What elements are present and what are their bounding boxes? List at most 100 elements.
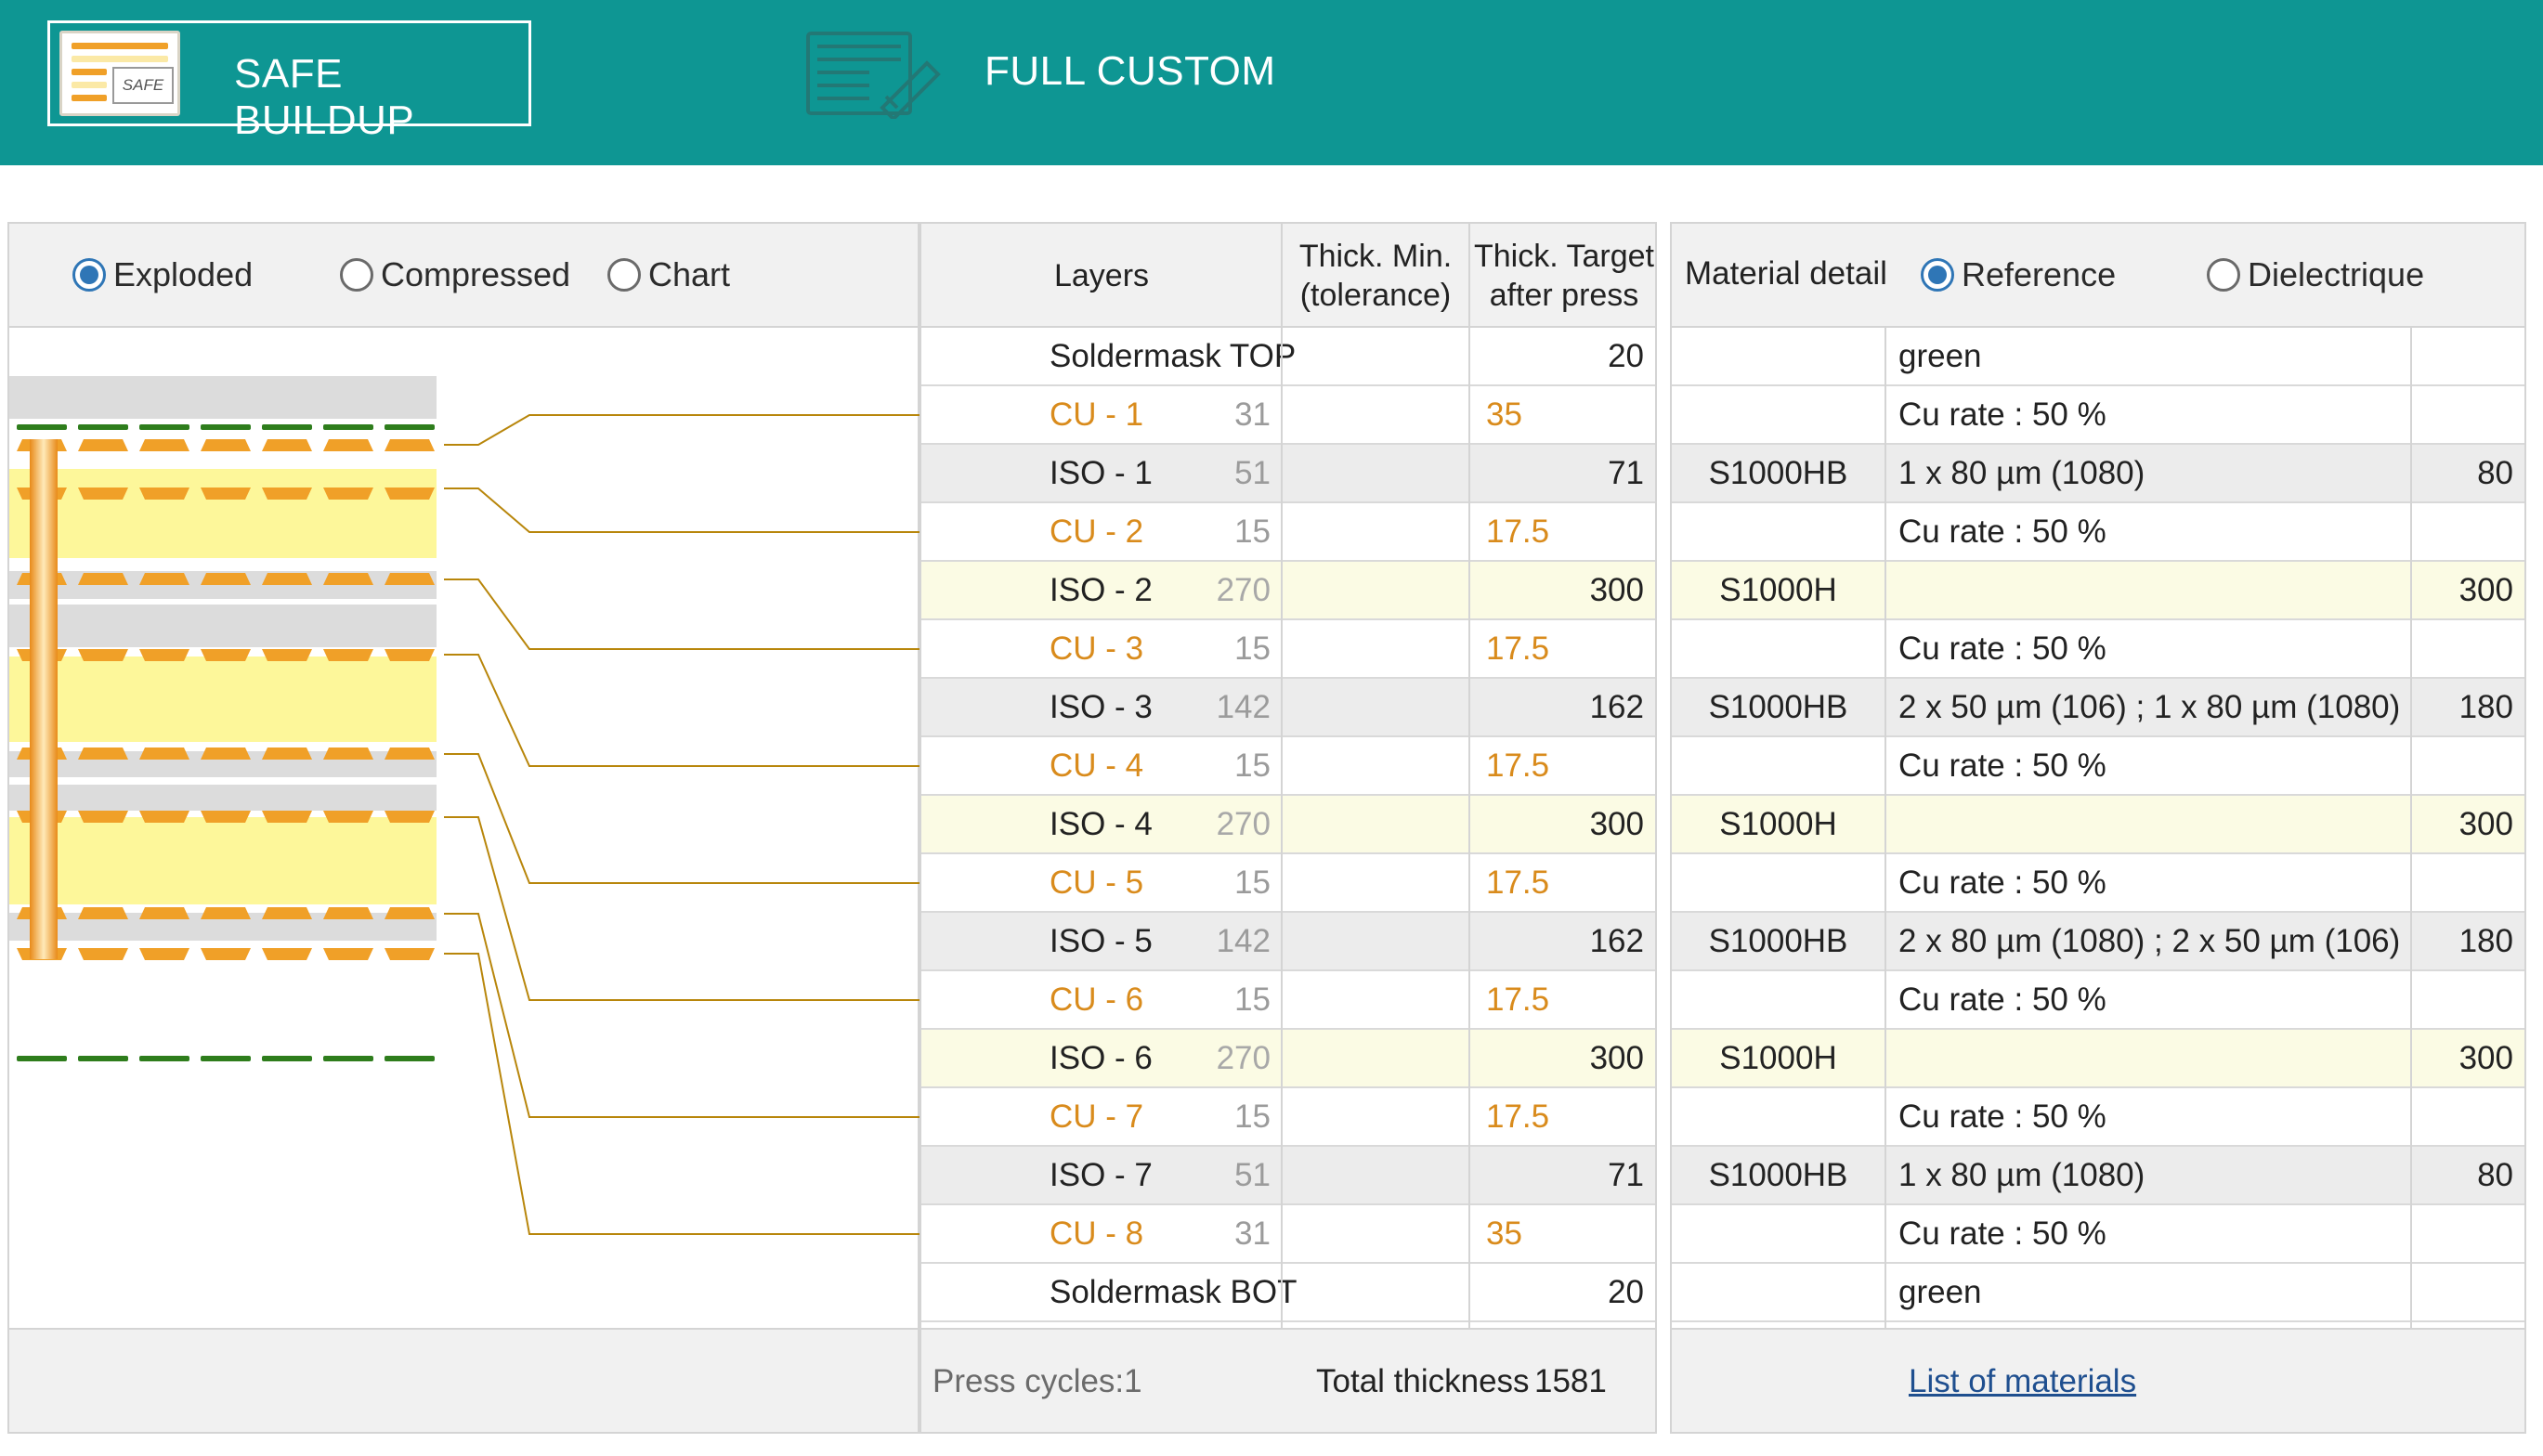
- layer-row[interactable]: CU - 5 15 17.5: [921, 854, 1655, 913]
- copper-pad: [385, 811, 435, 823]
- view-options-bar: Exploded Compressed Chart: [9, 224, 918, 328]
- material-row[interactable]: S1000HB 2 x 80 µm (1080) ; 2 x 50 µm (106…: [1672, 913, 2524, 971]
- material-reference: [1672, 620, 1884, 677]
- layer-thick-target: 17.5: [1486, 630, 1550, 667]
- radio-dielectrique-indicator[interactable]: [2207, 258, 2240, 292]
- material-row[interactable]: S1000H 300: [1672, 562, 2524, 620]
- material-row[interactable]: green: [1672, 328, 2524, 386]
- layer-row[interactable]: Soldermask TOP 20: [921, 328, 1655, 386]
- prepreg-band: [9, 604, 437, 647]
- material-row[interactable]: S1000H 300: [1672, 1030, 2524, 1088]
- copper-pad: [323, 439, 373, 451]
- layer-row[interactable]: CU - 3 15 17.5: [921, 620, 1655, 679]
- radio-exploded-label: Exploded: [113, 255, 254, 293]
- layers-table-panel: Layers Thick. Min. (tolerance) Thick. Ta…: [919, 222, 1657, 1434]
- soldermask-pad: [78, 1056, 128, 1061]
- radio-exploded-indicator[interactable]: [72, 258, 106, 292]
- copper-pad: [262, 948, 312, 960]
- layer-row[interactable]: Soldermask BOT 20: [921, 1264, 1655, 1322]
- copper-pad: [201, 948, 251, 960]
- material-row[interactable]: Cu rate : 50 %: [1672, 1088, 2524, 1147]
- copper-pad: [323, 488, 373, 500]
- material-thickness: 80: [2477, 455, 2513, 491]
- copper-pad: [139, 907, 189, 919]
- radio-reference[interactable]: Reference: [1921, 255, 2116, 294]
- layer-leader-line: [444, 913, 919, 1118]
- material-thickness: 300: [2458, 1040, 2513, 1076]
- material-reference: S1000HB: [1708, 689, 1848, 725]
- copper-pad: [323, 649, 373, 661]
- layer-row[interactable]: CU - 8 31 35: [921, 1205, 1655, 1264]
- layer-row[interactable]: ISO - 3 142 162: [921, 679, 1655, 737]
- layer-row[interactable]: CU - 7 15 17.5: [921, 1088, 1655, 1147]
- col-divider: [1468, 224, 1470, 1331]
- copper-pad: [323, 811, 373, 823]
- layer-row[interactable]: CU - 2 15 17.5: [921, 503, 1655, 562]
- copper-pad: [262, 907, 312, 919]
- soldermask-pad: [139, 1056, 189, 1061]
- material-row[interactable]: Cu rate : 50 %: [1672, 386, 2524, 445]
- radio-reference-indicator[interactable]: [1921, 258, 1954, 292]
- material-detail-header: Material detail Reference Dielectrique: [1672, 224, 2524, 328]
- layer-thick-target: 35: [1486, 1216, 1522, 1252]
- copper-pad: [201, 573, 251, 585]
- material-row[interactable]: Cu rate : 50 %: [1672, 1205, 2524, 1264]
- layer-row[interactable]: ISO - 2 270 300: [921, 562, 1655, 620]
- copper-pad: [78, 748, 128, 760]
- layer-row[interactable]: ISO - 4 270 300: [921, 796, 1655, 854]
- material-reference: S1000HB: [1708, 1157, 1848, 1193]
- material-detail: Cu rate : 50 %: [1898, 630, 2106, 667]
- copper-pad: [201, 488, 251, 500]
- layer-row[interactable]: ISO - 5 142 162: [921, 913, 1655, 971]
- radio-dielectrique[interactable]: Dielectrique: [2207, 255, 2424, 294]
- material-reference: [1672, 971, 1884, 1028]
- layer-name: ISO - 7: [1050, 1157, 1153, 1193]
- material-reference: S1000H: [1719, 1040, 1837, 1076]
- material-row[interactable]: Cu rate : 50 %: [1672, 971, 2524, 1030]
- col-layers-header: Layers: [1053, 258, 1150, 293]
- radio-compressed-indicator[interactable]: [340, 258, 373, 292]
- material-row[interactable]: Cu rate : 50 %: [1672, 620, 2524, 679]
- layer-thick-target: 17.5: [1486, 1098, 1550, 1135]
- material-row[interactable]: S1000H 300: [1672, 796, 2524, 854]
- copper-pad: [262, 573, 312, 585]
- tab-full-custom[interactable]: FULL CUSTOM: [804, 20, 1287, 126]
- radio-compressed[interactable]: Compressed: [340, 255, 570, 294]
- layer-row[interactable]: CU - 1 31 35: [921, 386, 1655, 445]
- safe-icon-text: SAFE: [112, 67, 174, 104]
- copper-pad: [78, 948, 128, 960]
- material-row[interactable]: S1000HB 2 x 50 µm (106) ; 1 x 80 µm (1080…: [1672, 679, 2524, 737]
- copper-pad: [139, 748, 189, 760]
- layer-row[interactable]: CU - 4 15 17.5: [921, 737, 1655, 796]
- radio-chart[interactable]: Chart: [607, 255, 730, 294]
- material-thickness: 180: [2458, 923, 2513, 959]
- material-row[interactable]: Cu rate : 50 %: [1672, 503, 2524, 562]
- layer-name: ISO - 4: [1050, 806, 1153, 842]
- material-row[interactable]: Cu rate : 50 %: [1672, 737, 2524, 796]
- prepreg-band: [9, 376, 437, 419]
- material-row[interactable]: S1000HB 1 x 80 µm (1080) 80: [1672, 1147, 2524, 1205]
- copper-pad: [201, 649, 251, 661]
- material-detail: Cu rate : 50 %: [1898, 396, 2106, 433]
- copper-pad: [385, 748, 435, 760]
- material-row[interactable]: Cu rate : 50 %: [1672, 854, 2524, 913]
- layer-row[interactable]: CU - 6 15 17.5: [921, 971, 1655, 1030]
- layer-row[interactable]: ISO - 7 51 71: [921, 1147, 1655, 1205]
- material-row[interactable]: green: [1672, 1264, 2524, 1322]
- soldermask-pad: [139, 424, 189, 430]
- copper-pad: [78, 649, 128, 661]
- layers-table-footer: Press cycles:1 Total thickness 1581 µm: [921, 1328, 1655, 1432]
- material-row[interactable]: S1000HB 1 x 80 µm (1080) 80: [1672, 445, 2524, 503]
- copper-pad: [139, 439, 189, 451]
- radio-chart-indicator[interactable]: [607, 258, 641, 292]
- layer-name: Soldermask BOT: [1050, 1274, 1298, 1310]
- layer-name: ISO - 3: [1050, 689, 1153, 725]
- layer-row[interactable]: ISO - 1 51 71: [921, 445, 1655, 503]
- layer-thick-target: 162: [1589, 923, 1644, 959]
- list-of-materials-link[interactable]: List of materials: [1909, 1363, 2137, 1399]
- tab-safe-buildup[interactable]: SAFE SAFE BUILDUP: [47, 20, 531, 143]
- layer-row[interactable]: ISO - 6 270 300: [921, 1030, 1655, 1088]
- copper-pad: [262, 811, 312, 823]
- col-thick-target-line1: Thick. Target: [1473, 239, 1654, 274]
- radio-exploded[interactable]: Exploded: [72, 255, 253, 294]
